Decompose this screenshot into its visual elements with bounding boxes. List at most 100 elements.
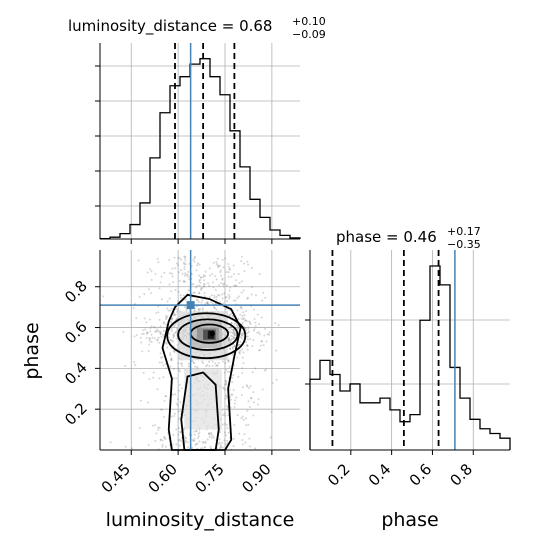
scatter-point [198,431,201,434]
scatter-point [164,363,167,366]
scatter-point [149,338,152,341]
scatter-point [187,270,190,273]
scatter-point [170,328,173,331]
scatter-point [150,325,153,328]
scatter-point [258,323,261,326]
scatter-point [241,372,244,375]
scatter-point [141,350,144,353]
scatter-point [206,301,209,304]
scatter-point [230,326,233,329]
scatter-point [158,318,161,321]
scatter-point [252,414,255,417]
panel-2d-joint: 0.45 0.60 0.75 0.90 0.2 0.4 0.6 0.8 luminosity… [21,250,300,531]
scatter-point [237,344,240,347]
scatter-point [258,349,261,352]
scatter-point [179,294,182,297]
scatter-point [243,433,246,436]
scatter-point [193,291,196,294]
scatter-point [177,433,180,436]
scatter-point [262,344,265,347]
scatter-point [145,332,148,335]
phase-minus: −0.35 [447,238,481,251]
scatter-point [261,388,264,391]
scatter-point [199,281,202,284]
scatter-point [232,388,235,391]
scatter-point [237,343,240,346]
scatter-point [192,361,195,364]
scatter-point [174,288,177,291]
scatter-point [217,284,220,287]
scatter-point [161,443,164,446]
scatter-point [198,274,201,277]
scatter-point [184,437,187,440]
scatter-point [155,432,158,435]
scatter-point [238,432,241,435]
scatter-point [201,299,204,302]
scatter-point [230,313,233,316]
scatter-point [208,296,211,299]
scatter-point [232,272,235,275]
scatter-point [227,328,230,331]
scatter-point [148,378,151,381]
scatter-point [205,301,208,304]
scatter-point [185,274,188,277]
scatter-point [225,296,228,299]
scatter-point [135,334,138,337]
scatter-point [212,261,215,264]
scatter-point [245,310,248,313]
scatter-point [249,323,252,326]
scatter-point [226,360,229,363]
scatter-point [242,351,245,354]
scatter-point [233,334,236,337]
grid-lines [310,250,510,450]
scatter-point [223,412,226,415]
scatter-point [258,272,261,275]
scatter-point [203,446,206,449]
scatter-point [264,296,267,299]
scatter-point [196,299,199,302]
scatter-point [198,278,201,281]
scatter-point [133,335,136,338]
scatter-point [207,432,210,435]
scatter-point [231,347,234,350]
scatter-point [241,321,244,324]
scatter-point [198,263,201,266]
scatter-point [109,441,112,444]
scatter-point [161,445,164,448]
scatter-point [233,344,236,347]
scatter-point [177,271,180,274]
scatter-point [184,263,187,266]
scatter-point [159,333,162,336]
y-tick-label: 0.6 [61,318,91,348]
scatter-point [202,276,205,279]
scatter-point [147,288,150,291]
scatter-point [263,369,266,372]
scatter-point [185,440,188,443]
scatter-point [151,336,154,339]
scatter-point [221,423,224,426]
scatter-point [159,332,162,335]
scatter-point [160,335,163,338]
scatter-point [214,362,217,365]
scatter-point [245,320,248,323]
scatter-point [139,336,142,339]
scatter-point [242,362,245,365]
scatter-point [270,410,273,413]
scatter-point [219,431,222,434]
scatter-point [228,337,231,340]
scatter-point [223,282,226,285]
scatter-point [233,423,236,426]
scatter-point [227,431,230,434]
scatter-point [227,275,230,278]
scatter-point [173,414,176,417]
scatter-point [179,430,182,433]
scatter-point [250,286,253,289]
scatter-point [228,347,231,350]
scatter-point [232,315,235,318]
scatter-point [212,302,215,305]
scatter-point [245,424,248,427]
scatter-point [204,441,207,444]
scatter-point [159,331,162,334]
scatter-point [233,405,236,408]
scatter-point [187,275,190,278]
